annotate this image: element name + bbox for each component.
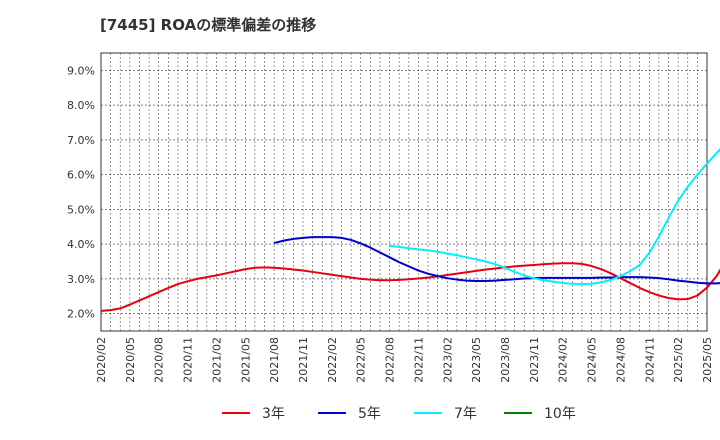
plot-background <box>100 52 708 332</box>
x-tick-label: 2020/08 <box>153 337 166 383</box>
x-tick-label: 2023/08 <box>499 337 512 383</box>
x-tick-label: 2020/11 <box>182 337 195 383</box>
x-tick-label: 2024/08 <box>614 337 627 383</box>
chart-title: [7445] ROAの標準偏差の推移 <box>100 16 317 34</box>
x-tick-label: 2021/05 <box>239 337 252 383</box>
x-tick-label: 2025/02 <box>672 337 685 383</box>
x-tick-label: 2023/11 <box>528 337 541 383</box>
legend-label: 7年 <box>454 406 477 422</box>
x-tick-label: 2024/02 <box>557 337 570 383</box>
x-tick-label: 2021/11 <box>297 337 310 383</box>
x-tick-label: 2022/08 <box>384 337 397 383</box>
series-line-5年 <box>273 236 720 285</box>
x-tick-label: 2022/05 <box>355 337 368 383</box>
y-axis-ticks: 2.0% 3.0% 4.0% 5.0% 6.0% 7.0% 8.0% 9.0% <box>67 64 95 320</box>
y-tick-label: 4.0% <box>67 238 95 251</box>
legend-label: 5年 <box>358 406 381 422</box>
y-tick-label: 8.0% <box>67 99 95 112</box>
x-axis-ticks: 2020/02 2020/05 2020/08 2020/11 2021/02 2021/… <box>95 337 714 383</box>
y-tick-label: 3.0% <box>67 273 95 286</box>
y-tick-label: 9.0% <box>67 64 95 77</box>
x-tick-label: 2020/02 <box>95 337 108 383</box>
legend: 3年 5年 7年 10年 <box>222 406 576 422</box>
series-group <box>100 147 720 312</box>
y-tick-label: 6.0% <box>67 169 95 182</box>
y-tick-label: 7.0% <box>67 134 95 147</box>
series-line-7年 <box>389 147 720 286</box>
series-line-3年 <box>100 262 720 312</box>
x-tick-label: 2024/11 <box>643 337 656 383</box>
legend-label: 10年 <box>544 406 576 422</box>
x-tick-label: 2020/05 <box>124 337 137 383</box>
x-tick-label: 2021/08 <box>268 337 281 383</box>
x-tick-label: 2022/11 <box>412 337 425 383</box>
x-tick-label: 2023/05 <box>470 337 483 383</box>
x-tick-label: 2022/02 <box>326 337 339 383</box>
y-tick-label: 5.0% <box>67 203 95 216</box>
x-tick-label: 2024/05 <box>586 337 599 383</box>
legend-label: 3年 <box>262 406 285 422</box>
x-tick-label: 2021/02 <box>210 337 223 383</box>
x-tick-label: 2023/02 <box>441 337 454 383</box>
y-tick-label: 2.0% <box>67 308 95 321</box>
x-tick-label: 2025/05 <box>701 337 714 383</box>
